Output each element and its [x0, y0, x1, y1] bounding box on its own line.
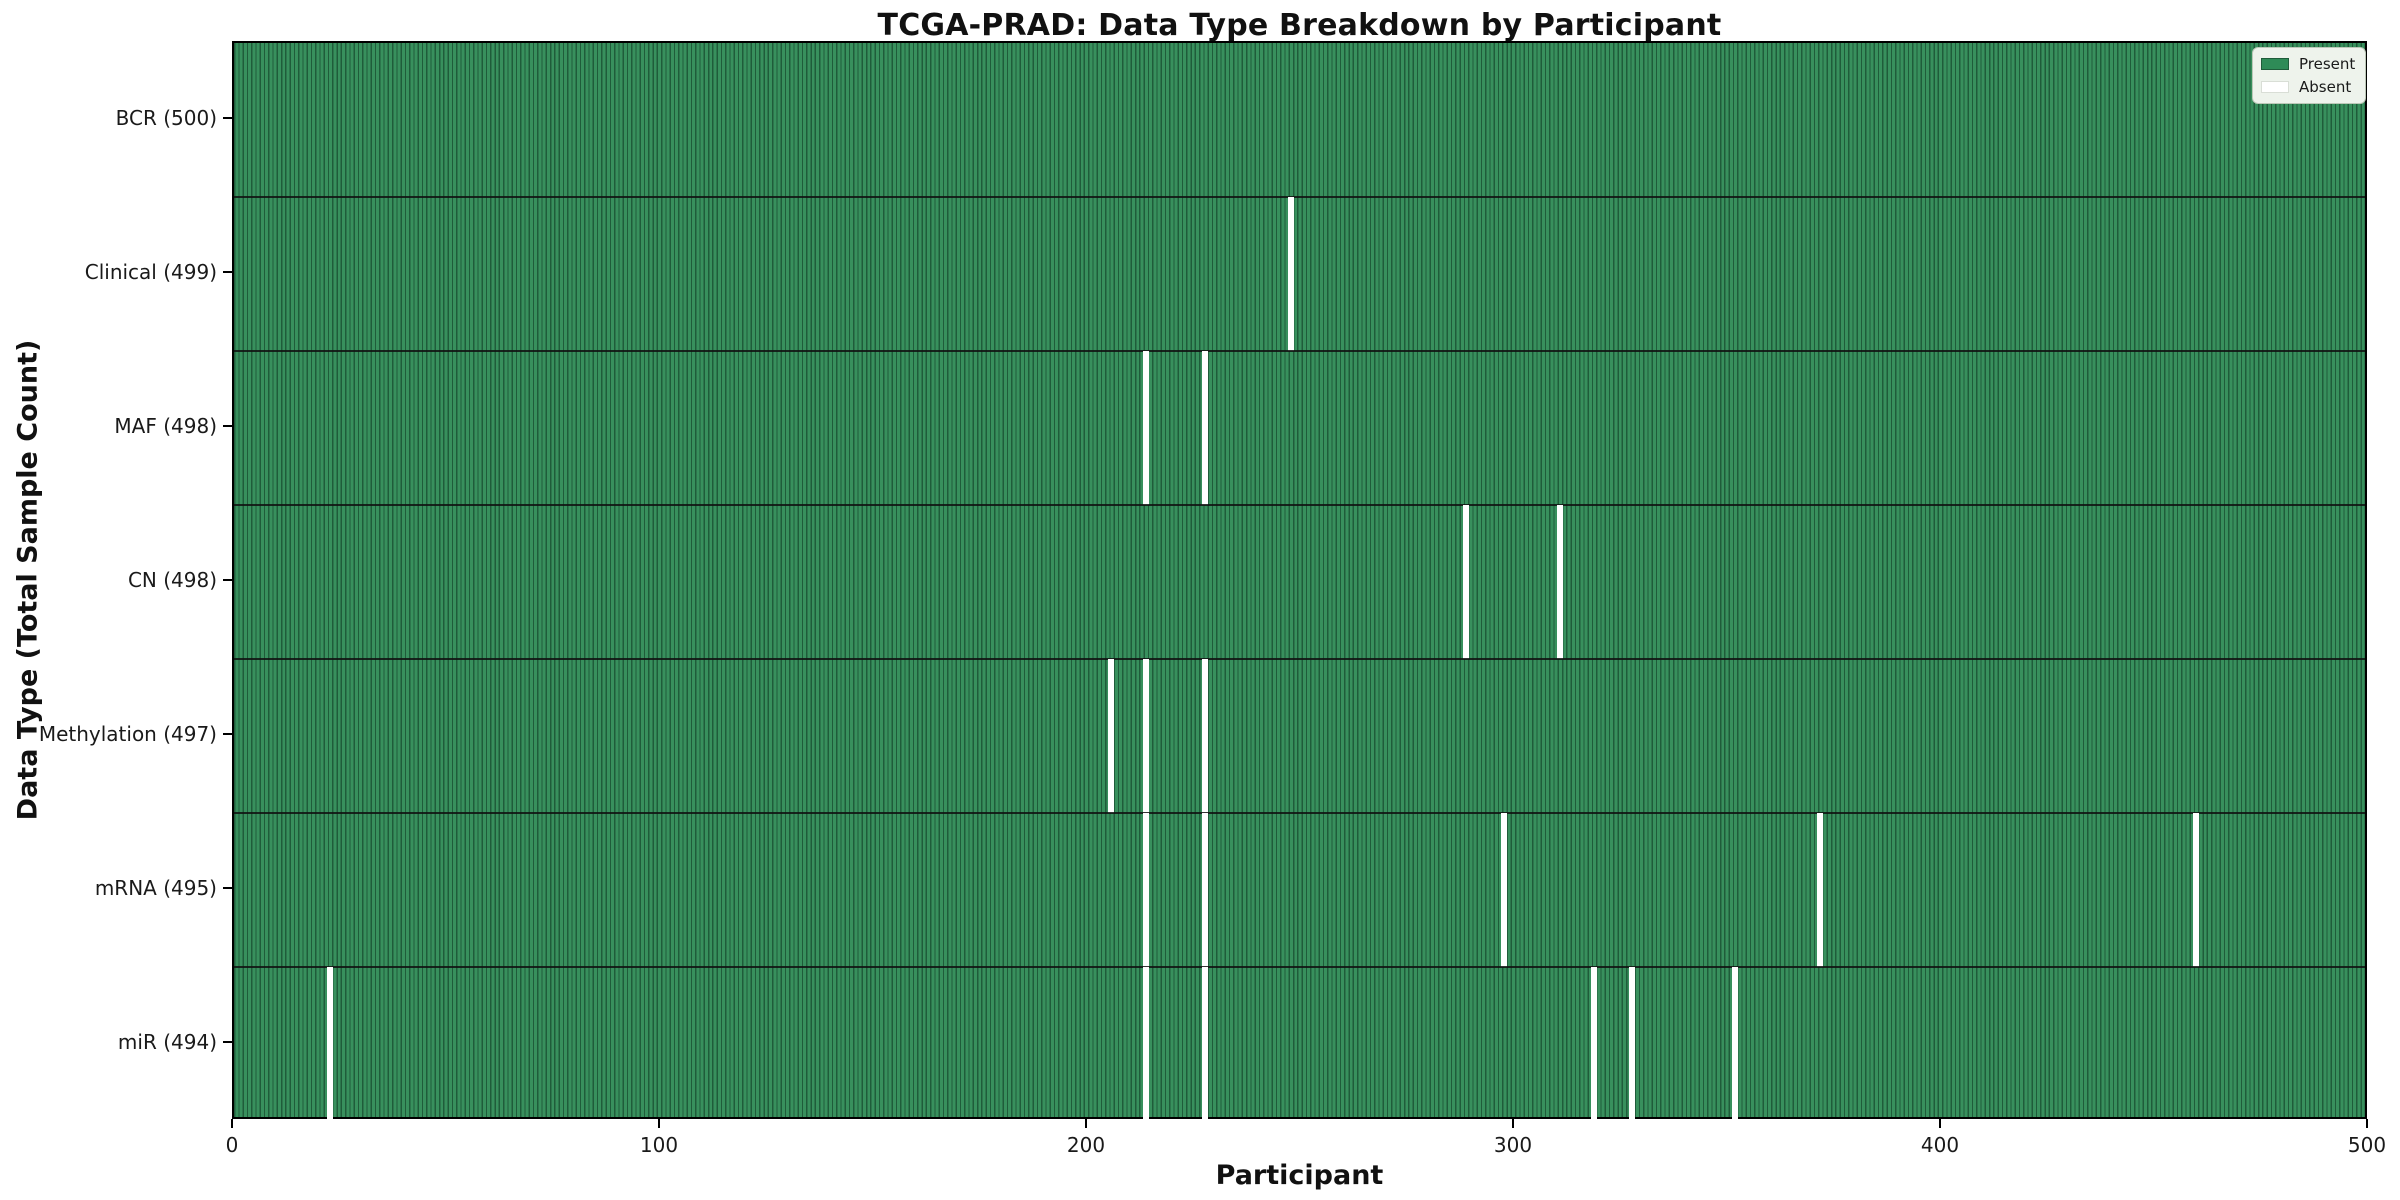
absent-bar-mRNA-297 [1501, 813, 1508, 967]
y-tick-mark [223, 1041, 232, 1043]
row-separator [234, 812, 2365, 814]
x-tick-label-200: 200 [1066, 1133, 1106, 1157]
absent-bar-CN-310 [1556, 505, 1563, 659]
absent-bar-Clinical-247 [1287, 197, 1294, 351]
y-tick-label-BCR: BCR (500) [115, 106, 217, 130]
absent-bar-MAF-227 [1202, 351, 1209, 505]
absent-bar-mRNA-213 [1142, 813, 1149, 967]
y-tick-mark [223, 887, 232, 889]
legend-label-present: Present [2299, 55, 2356, 73]
absent-bar-miR-318 [1590, 967, 1597, 1121]
absent-bar-miR-213 [1142, 967, 1149, 1121]
x-tick-mark [1085, 1119, 1087, 1128]
absent-bar-miR-22 [326, 967, 333, 1121]
row-separator [234, 658, 2365, 660]
x-axis-label: Participant [1215, 1160, 1384, 1191]
absent-bar-Methylation-205 [1108, 659, 1115, 813]
absent-bar-miR-227 [1202, 967, 1209, 1121]
y-tick-mark [223, 579, 232, 581]
legend-label-absent: Absent [2299, 78, 2352, 96]
absent-bar-miR-351 [1731, 967, 1738, 1121]
y-tick-label-mRNA: mRNA (495) [94, 876, 217, 900]
x-tick-label-0: 0 [225, 1133, 239, 1157]
y-tick-mark [223, 425, 232, 427]
absent-bar-Methylation-227 [1202, 659, 1209, 813]
x-tick-label-100: 100 [639, 1133, 679, 1157]
legend-entry-present: Present [2261, 55, 2355, 73]
absent-bar-mRNA-459 [2192, 813, 2199, 967]
present-swatch-icon [2261, 58, 2289, 70]
row-separator [234, 966, 2365, 968]
x-tick-label-500: 500 [2347, 1133, 2387, 1157]
absent-swatch-icon [2261, 81, 2289, 93]
x-tick-mark [658, 1119, 660, 1128]
legend: Present Absent [2252, 47, 2367, 104]
row-separator [234, 504, 2365, 506]
x-tick-label-400: 400 [1920, 1133, 1960, 1157]
absent-bar-MAF-213 [1142, 351, 1149, 505]
row-separator [234, 350, 2365, 352]
plot-area [232, 41, 2367, 1121]
y-tick-mark [223, 733, 232, 735]
absent-bar-miR-327 [1629, 967, 1636, 1121]
y-tick-label-Methylation: Methylation (497) [38, 722, 217, 746]
chart-title: TCGA-PRAD: Data Type Breakdown by Partic… [877, 8, 1722, 43]
absent-bar-CN-288 [1462, 505, 1469, 659]
absent-bar-mRNA-371 [1817, 813, 1824, 967]
y-tick-mark [223, 117, 232, 119]
y-tick-label-Clinical: Clinical (499) [84, 260, 217, 284]
x-tick-mark [1939, 1119, 1941, 1128]
x-tick-mark [1512, 1119, 1514, 1128]
x-tick-mark [2366, 1119, 2368, 1128]
absent-bar-Methylation-213 [1142, 659, 1149, 813]
y-tick-label-miR: miR (494) [117, 1030, 217, 1054]
x-tick-label-300: 300 [1493, 1133, 1533, 1157]
absent-bar-mRNA-227 [1202, 813, 1209, 967]
y-tick-label-MAF: MAF (498) [114, 414, 217, 438]
x-tick-mark [231, 1119, 233, 1128]
row-separator [234, 196, 2365, 198]
y-tick-mark [223, 271, 232, 273]
y-tick-label-CN: CN (498) [127, 568, 217, 592]
legend-entry-absent: Absent [2261, 78, 2355, 96]
